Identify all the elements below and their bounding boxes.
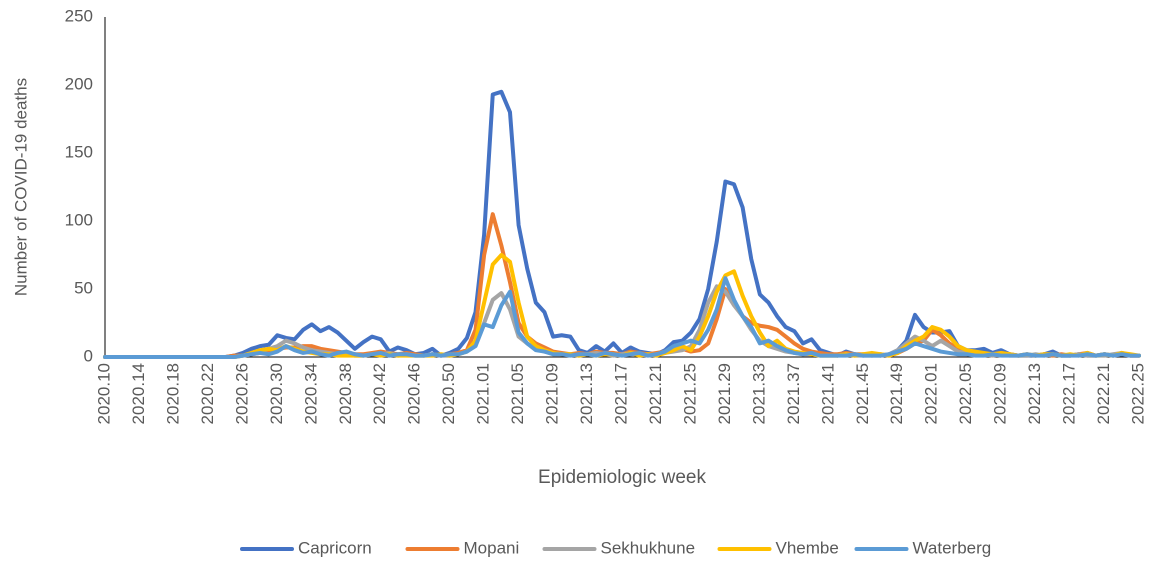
y-tick-label: 0 (84, 346, 93, 365)
y-tick-label: 50 (74, 278, 93, 297)
x-tick-label: 2021.49 (887, 363, 906, 424)
x-tick-label: 2021.37 (784, 363, 803, 424)
x-tick-label: 2021.05 (508, 363, 527, 424)
x-tick-label: 2020.42 (370, 363, 389, 424)
x-tick-label: 2022.05 (956, 363, 975, 424)
legend-label: Waterberg (913, 538, 992, 557)
x-tick-label: 2020.50 (439, 363, 458, 424)
y-tick-label: 250 (65, 6, 93, 25)
x-tick-label: 2020.38 (336, 363, 355, 424)
x-tick-label: 2020.18 (163, 363, 182, 424)
x-tick-label: 2020.26 (232, 363, 251, 424)
x-tick-label: 2022.25 (1128, 363, 1147, 424)
x-tick-label: 2021.29 (715, 363, 734, 424)
legend-label: Capricorn (298, 538, 372, 557)
x-tick-label: 2021.25 (680, 363, 699, 424)
x-tick-label: 2021.13 (577, 363, 596, 424)
y-tick-label: 150 (65, 142, 93, 161)
x-tick-label: 2022.09 (991, 363, 1010, 424)
x-tick-label: 2020.14 (129, 363, 148, 424)
x-tick-label: 2020.46 (405, 363, 424, 424)
x-tick-label: 2021.45 (853, 363, 872, 424)
x-tick-label: 2021.21 (646, 363, 665, 424)
legend-label: Sekhukhune (601, 538, 696, 557)
x-axis-title: Epidemiologic week (538, 467, 706, 488)
line-series (103, 89, 1141, 359)
x-tick-label: 2021.01 (474, 363, 493, 424)
line-series (103, 276, 1141, 359)
x-tick-label: 2022.01 (922, 363, 941, 424)
legend-label: Vhembe (776, 538, 839, 557)
x-tick-label: 2022.17 (1060, 363, 1079, 424)
y-tick-label: 200 (65, 74, 93, 93)
y-tick-label: 100 (65, 210, 93, 229)
x-tick-label: 2020.10 (94, 363, 113, 424)
y-axis-title: Number of COVID-19 deaths (11, 78, 30, 296)
x-tick-label: 2021.17 (611, 363, 630, 424)
x-tick-label: 2021.09 (543, 363, 562, 424)
line-series (103, 253, 1141, 359)
x-tick-label: 2020.30 (267, 363, 286, 424)
x-tick-label: 2022.21 (1094, 363, 1113, 424)
x-tick-label: 2020.22 (198, 363, 217, 424)
x-tick-label: 2020.34 (301, 363, 320, 424)
x-tick-label: 2021.41 (818, 363, 837, 424)
line-series (103, 212, 1141, 359)
x-tick-label: 2021.33 (749, 363, 768, 424)
legend-label: Mopani (464, 538, 520, 557)
x-tick-label: 2022.13 (1025, 363, 1044, 424)
